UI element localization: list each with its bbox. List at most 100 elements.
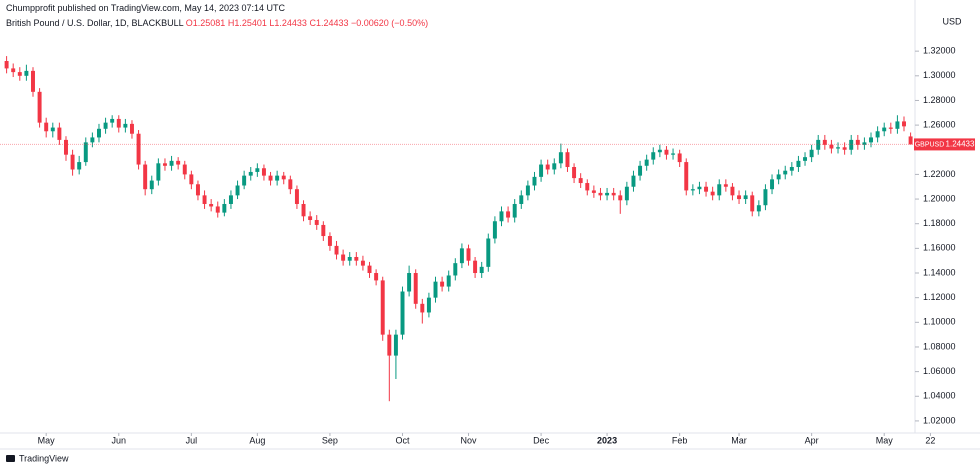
candle-body [875,131,880,138]
candle-body [222,203,227,213]
candle-body [657,149,662,153]
candle-body [697,186,702,190]
candle-body [671,153,676,155]
candle-body [294,189,299,204]
candle-body [882,127,887,132]
symbol-desc: British Pound / U.S. Dollar, 1D, BLACKBU… [6,18,184,28]
y-tick-label: 1.02000 [923,415,956,425]
candle-body [440,281,445,287]
candle-body [248,171,253,176]
candle-body [492,221,497,239]
candle-body [393,334,398,356]
candle-body [572,167,577,179]
candle-body [37,91,42,123]
candle-body [506,211,511,218]
candle-body [908,136,913,145]
candle-body [426,297,431,313]
candle-body [176,160,181,165]
y-tick-label: 1.04000 [923,391,956,401]
candle-body [103,122,108,129]
ohlc-change: −0.00620 (−0.50%) [351,18,429,28]
candle-body [77,162,82,170]
candle-body [836,147,841,149]
candle-body [380,280,385,335]
x-tick-label: 2023 [597,435,617,445]
candle-body [420,303,425,313]
candle-body [737,195,742,200]
candle-body [842,147,847,150]
candle-body [585,183,590,191]
candle-body [24,70,29,76]
candle-body [486,238,491,267]
candle-body [651,152,656,160]
candle-body [288,179,293,190]
candle-body [684,162,689,191]
candle-body [301,203,306,217]
y-tick-label: 1.26000 [923,119,956,129]
y-tick-label: 1.20000 [923,193,956,203]
x-tick-label: Feb [672,435,688,445]
candle-body [314,220,319,225]
candle-body [156,163,161,181]
candle-body [743,195,748,200]
brand: TradingView [19,453,69,463]
candle-body [512,203,517,218]
ohlc-open: O1.25081 [185,18,226,28]
candle-body [354,256,359,261]
candle-body [611,192,616,196]
candle-body [459,248,464,264]
x-tick-label: Aug [249,435,265,445]
candle-body [499,211,504,222]
candle-body [96,128,101,138]
candle-body [638,165,643,176]
candle-body [545,164,550,170]
candle-body [895,121,900,129]
candle-body [763,189,768,206]
candle-body [796,160,801,168]
plot-area [4,56,913,402]
y-tick-label: 1.06000 [923,366,956,376]
candle-body [255,168,260,172]
candle-body [756,205,761,212]
candle-body [565,152,570,168]
candle-body [525,185,530,196]
candle-body [453,263,458,276]
ohlc-low: L1.24433 [269,18,307,28]
candle-body [704,186,709,192]
y-tick-label: 1.28000 [923,95,956,105]
candle-body [275,175,280,181]
candle-body [11,68,16,73]
candle-body [347,256,352,261]
x-tick-label: Nov [460,435,477,445]
candle-body [829,144,834,149]
candle-body [327,236,332,246]
candle-body [195,184,200,196]
y-tick-label: 1.16000 [923,243,956,253]
candle-body [446,275,451,287]
candle-body [360,260,365,266]
x-tick-label: Dec [533,435,550,445]
candle-body [215,206,220,213]
candle-body [308,216,313,221]
candle-body [209,203,214,207]
x-tick-label: Mar [731,435,747,445]
candle-body [129,123,134,134]
candle-body [776,174,781,180]
candle-body [479,266,484,274]
candle-body [631,175,636,187]
candle-body [57,127,62,140]
candle-body [242,175,247,186]
candle-body [202,195,207,204]
y-tick-label: 1.10000 [923,317,956,327]
candle-body [519,195,524,204]
candle-body [809,149,814,158]
candle-body [473,260,478,274]
price-tag-label: 1.24433 [946,140,975,149]
ohlc-high: H1.25401 [227,18,267,28]
candle-body [228,195,233,204]
candle-body [677,153,682,163]
candle-body [413,273,418,304]
candle-body [149,180,154,190]
candle-body [605,192,610,196]
